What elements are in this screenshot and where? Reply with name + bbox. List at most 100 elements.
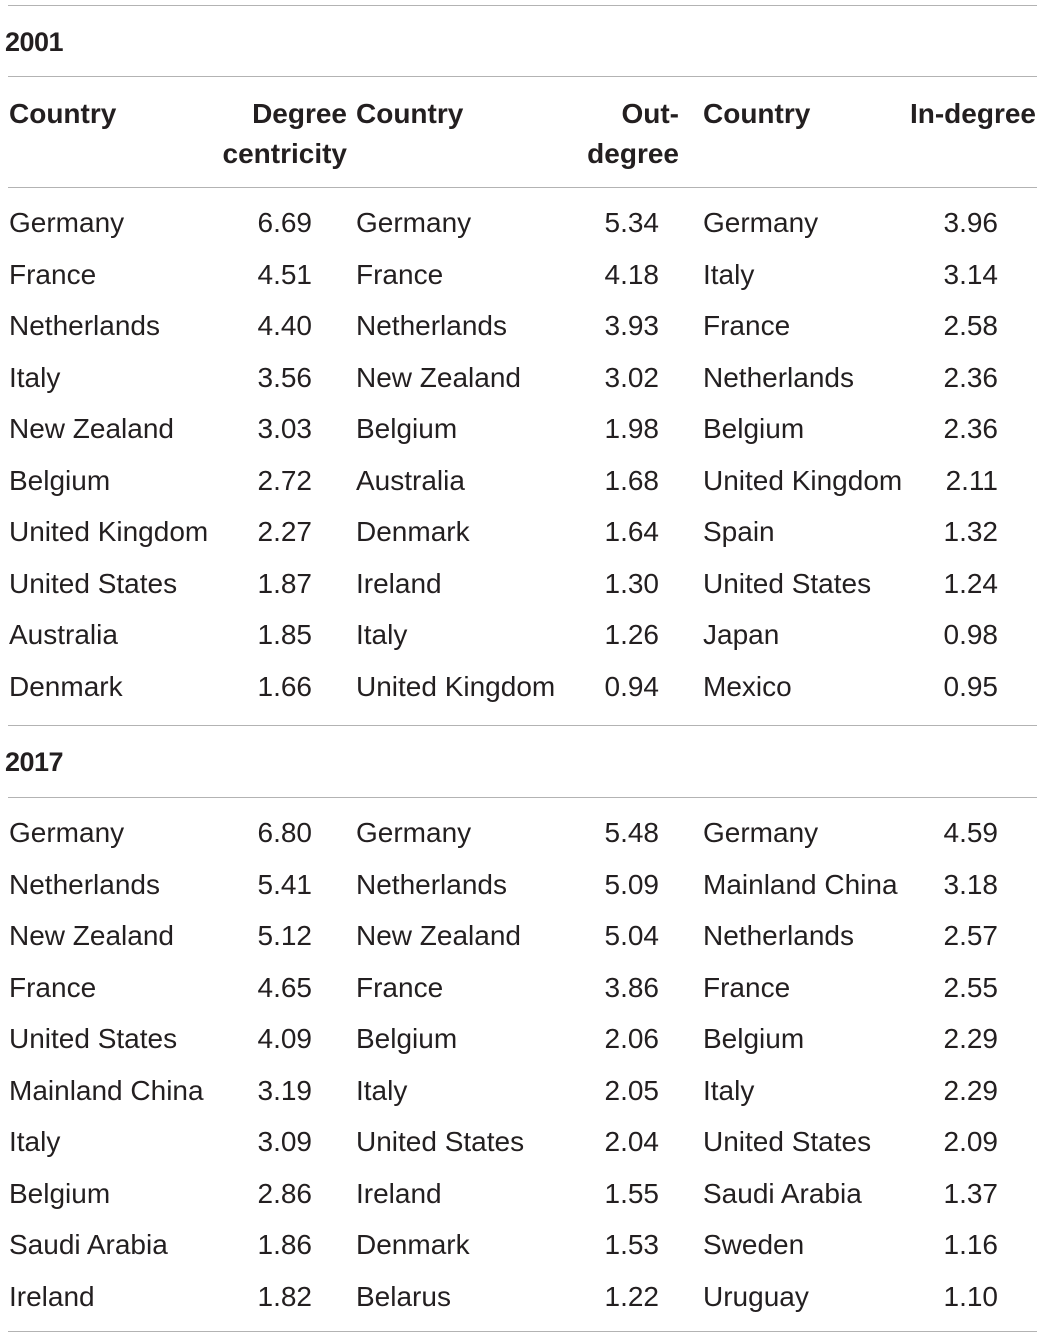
out-degree-cell: 1.98	[604, 413, 660, 444]
out-degree-cell: 5.04	[604, 920, 660, 951]
country-cell: Denmark	[356, 516, 470, 547]
country-cell: Italy	[356, 619, 408, 650]
country-cell: France	[9, 258, 97, 290]
country-cell: New Zealand	[356, 361, 521, 393]
degree-centricity-cell: 3.56	[257, 361, 313, 393]
country-cell: France	[703, 971, 791, 1003]
country-cell: Italy	[356, 1074, 408, 1106]
section-title-2001: 2001	[5, 27, 64, 57]
country-cell: Italy	[9, 1126, 61, 1157]
in-degree-cell: 4.59	[943, 817, 999, 848]
country-cell: France	[356, 258, 444, 290]
out-degree-cell: 2.04	[604, 1126, 660, 1157]
country-cell: Italy	[9, 361, 61, 393]
country-cell: New Zealand	[9, 413, 174, 444]
country-cell: Belgium	[703, 1023, 805, 1054]
table-row: Australia 1.85 Italy 1.26 Japan 0.98	[0, 609, 1043, 661]
table-row: United States 4.09 Belgium 2.06 Belgium …	[0, 1013, 1043, 1065]
table-row: Belgium 2.72 Australia 1.68 United Kingd…	[0, 455, 1043, 507]
table-row: Ireland 1.82 Belarus 1.22 Uruguay 1.10	[0, 1271, 1043, 1323]
in-degree-cell: 3.96	[943, 207, 999, 238]
country-cell: United States	[356, 1126, 525, 1157]
country-cell: Australia	[356, 464, 465, 496]
header-country-3: Country	[703, 98, 811, 129]
country-cell: Saudi Arabia	[9, 1229, 168, 1260]
header-top-rule	[8, 76, 1037, 77]
table-row: Netherlands 4.40 Netherlands 3.93 France…	[0, 300, 1043, 352]
in-degree-cell: 2.36	[943, 413, 999, 444]
country-cell: Germany	[9, 817, 125, 848]
in-degree-cell: 2.55	[943, 971, 999, 1003]
degree-centricity-cell: 3.09	[257, 1126, 313, 1157]
country-cell: Australia	[9, 619, 118, 650]
country-cell: Belarus	[356, 1280, 451, 1312]
out-degree-cell: 0.94	[604, 670, 660, 702]
in-degree-cell: 0.95	[943, 670, 999, 702]
country-cell: United Kingdom	[356, 670, 556, 702]
header-country-2: Country	[356, 98, 464, 129]
degree-centricity-cell: 1.82	[257, 1280, 313, 1312]
table-row: Denmark 1.66 United Kingdom 0.94 Mexico …	[0, 661, 1043, 713]
table-row: Netherlands 5.41 Netherlands 5.09 Mainla…	[0, 859, 1043, 911]
out-degree-cell: 2.06	[604, 1023, 660, 1054]
in-degree-cell: 1.10	[943, 1280, 999, 1312]
out-degree-cell: 5.34	[604, 207, 660, 238]
table-row: France 4.51 France 4.18 Italy 3.14	[0, 249, 1043, 301]
header-out-degree-line1: Out-	[621, 98, 679, 129]
in-degree-cell: 1.24	[943, 567, 999, 599]
country-cell: Netherlands	[9, 310, 160, 341]
degree-centricity-cell: 3.19	[257, 1074, 313, 1106]
country-cell: France	[9, 971, 97, 1003]
country-cell: Belgium	[9, 1177, 111, 1209]
section-2017-rule	[8, 797, 1037, 798]
table-row: New Zealand 3.03 Belgium 1.98 Belgium 2.…	[0, 403, 1043, 455]
header-degree-centricity: Degree centricity	[223, 94, 348, 174]
country-cell: United Kingdom	[703, 464, 903, 496]
out-degree-cell: 2.05	[604, 1074, 660, 1106]
in-degree-cell: 2.36	[943, 361, 999, 393]
out-degree-cell: 3.86	[604, 971, 660, 1003]
country-cell: United States	[703, 567, 872, 599]
country-cell: France	[356, 971, 444, 1003]
out-degree-cell: 5.09	[604, 868, 660, 900]
in-degree-cell: 2.57	[943, 920, 999, 951]
bottom-rule	[8, 1331, 1037, 1332]
country-cell: Ireland	[9, 1280, 95, 1312]
table-row: Germany 6.80 Germany 5.48 Germany 4.59	[0, 807, 1043, 859]
degree-centricity-cell: 4.40	[257, 310, 313, 341]
table-row: United States 1.87 Ireland 1.30 United S…	[0, 558, 1043, 610]
in-degree-cell: 2.29	[943, 1023, 999, 1054]
country-cell: Germany	[703, 207, 819, 238]
degree-centricity-cell: 5.41	[257, 868, 313, 900]
table-row: New Zealand 5.12 New Zealand 5.04 Nether…	[0, 910, 1043, 962]
out-degree-cell: 3.02	[604, 361, 660, 393]
header-bottom-rule	[8, 187, 1037, 188]
degree-centricity-cell: 2.27	[257, 516, 313, 547]
degree-centricity-cell: 1.86	[257, 1229, 313, 1260]
in-degree-cell: 0.98	[943, 619, 999, 650]
header-out-degree-line2: degree	[587, 138, 679, 169]
out-degree-cell: 1.64	[604, 516, 660, 547]
out-degree-cell: 1.22	[604, 1280, 660, 1312]
country-cell: Japan	[703, 619, 780, 650]
country-cell: Belgium	[356, 1023, 458, 1054]
in-degree-cell: 2.29	[943, 1074, 999, 1106]
country-cell: Spain	[703, 516, 775, 547]
degree-centricity-cell: 4.51	[257, 258, 313, 290]
out-degree-cell: 1.30	[604, 567, 660, 599]
country-cell: Uruguay	[703, 1280, 809, 1312]
in-degree-cell: 2.58	[943, 310, 999, 341]
country-cell: France	[703, 310, 791, 341]
out-degree-cell: 1.53	[604, 1229, 660, 1260]
degree-centricity-cell: 3.03	[257, 413, 313, 444]
country-cell: Denmark	[356, 1229, 470, 1260]
in-degree-cell: 3.14	[943, 258, 999, 290]
header-degree-centricity-line2: centricity	[222, 138, 348, 169]
country-cell: Belgium	[9, 464, 111, 496]
table-row: Mainland China 3.19 Italy 2.05 Italy 2.2…	[0, 1065, 1043, 1117]
header-degree-centricity-line1: Degree	[252, 98, 347, 129]
country-cell: Netherlands	[703, 920, 854, 951]
table-body-2017: Germany 6.80 Germany 5.48 Germany 4.59 N…	[0, 807, 1043, 1322]
country-cell: New Zealand	[356, 920, 521, 951]
out-degree-cell: 3.93	[604, 310, 660, 341]
